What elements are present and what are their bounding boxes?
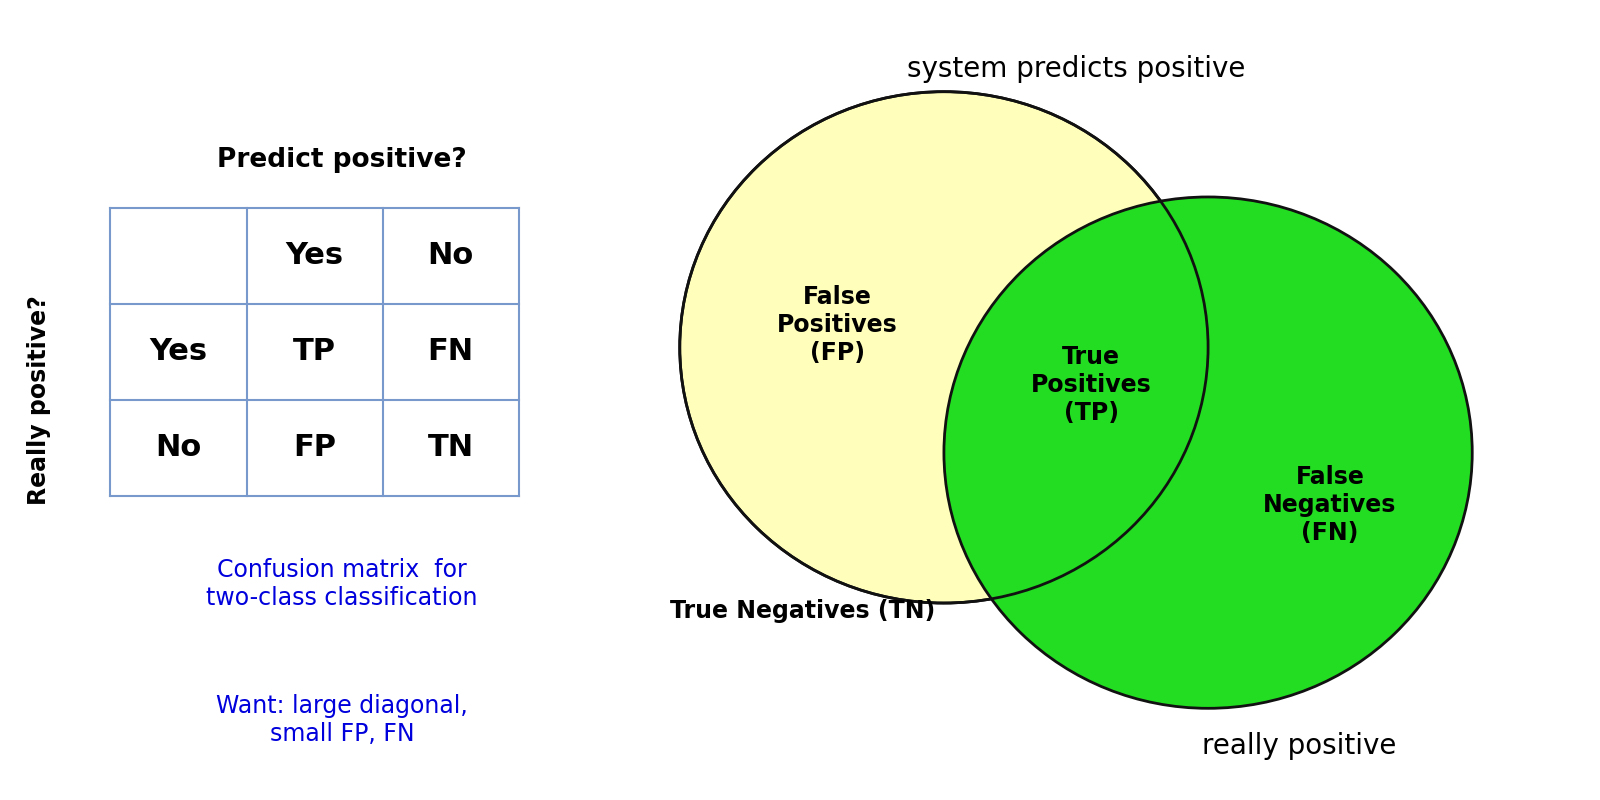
Text: True Negatives (TN): True Negatives (TN)	[670, 598, 934, 622]
Text: True
Positives
(TP): True Positives (TP)	[1030, 345, 1152, 425]
Text: Want: large diagonal,
small FP, FN: Want: large diagonal, small FP, FN	[216, 694, 469, 746]
Text: FN: FN	[427, 338, 474, 366]
Ellipse shape	[680, 92, 1208, 603]
Text: Predict positive?: Predict positive?	[218, 147, 467, 173]
Text: Yes: Yes	[285, 242, 344, 270]
Text: really positive: really positive	[1202, 732, 1397, 760]
Ellipse shape	[944, 197, 1472, 708]
Text: False
Positives
(FP): False Positives (FP)	[778, 285, 898, 365]
Text: Yes: Yes	[149, 338, 208, 366]
Text: Confusion matrix  for
two-class classification: Confusion matrix for two-class classific…	[206, 558, 478, 610]
Text: False
Negatives
(FN): False Negatives (FN)	[1264, 466, 1397, 545]
Text: TN: TN	[427, 434, 474, 462]
Text: system predicts positive: system predicts positive	[907, 55, 1245, 83]
Text: Really positive?: Really positive?	[27, 295, 51, 505]
Text: FP: FP	[293, 434, 336, 462]
Text: TP: TP	[293, 338, 336, 366]
Text: No: No	[155, 434, 202, 462]
Text: No: No	[427, 242, 474, 270]
